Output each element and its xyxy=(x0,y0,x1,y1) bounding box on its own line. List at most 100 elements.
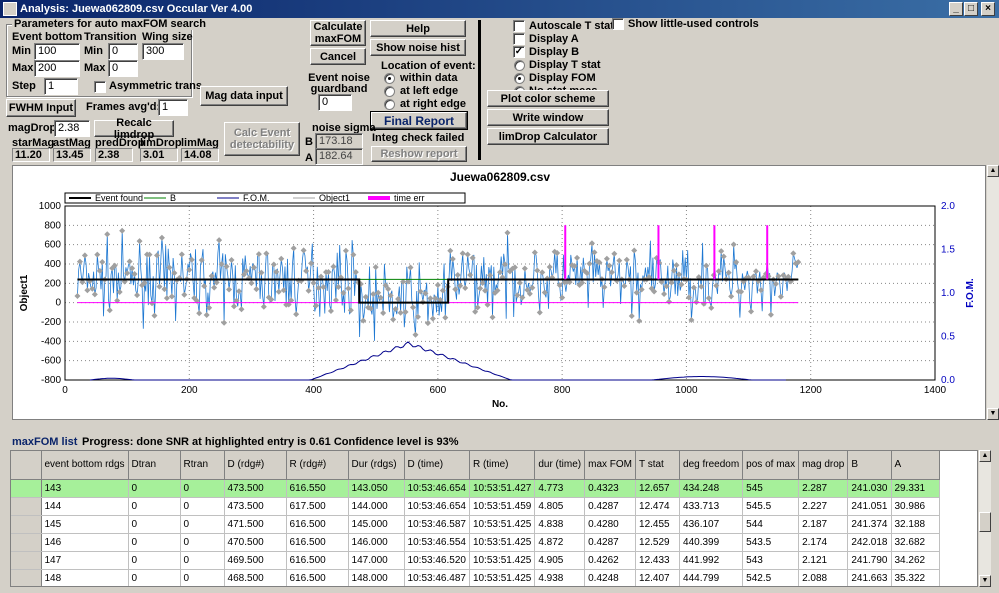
step-label: Step xyxy=(12,80,36,92)
table-cell: 241.790 xyxy=(847,551,892,570)
table-cell: 35.322 xyxy=(891,569,940,586)
column-header[interactable]: deg freedom xyxy=(679,451,744,480)
table-row[interactable]: 145 0 0 471.500 616.500 145.000 10:53:46.587 10… xyxy=(11,515,940,534)
object1-point xyxy=(402,309,409,316)
step-input[interactable]: 1 xyxy=(44,78,78,95)
column-header[interactable]: R (rdg#) xyxy=(286,451,349,480)
row-header[interactable] xyxy=(11,515,42,534)
object1-point xyxy=(718,248,725,255)
minimize-button[interactable]: _ xyxy=(949,2,963,16)
column-header[interactable]: D (time) xyxy=(404,451,470,480)
guardband-input[interactable]: 0 xyxy=(318,94,352,111)
column-header[interactable]: Rtran xyxy=(180,451,225,480)
object1-point xyxy=(367,305,374,312)
location-label: Location of event: xyxy=(381,60,476,72)
object1-point xyxy=(705,295,712,302)
table-cell: 146.000 xyxy=(348,533,405,552)
eb-min-label: Min xyxy=(12,45,31,57)
table-row[interactable]: 144 0 0 473.500 617.500 144.000 10:53:46.654 10… xyxy=(11,497,940,516)
table-row[interactable]: 147 0 0 469.500 616.500 147.000 10:53:46.520 10… xyxy=(11,551,940,570)
object1-point xyxy=(439,287,446,294)
display-tstat-radio[interactable] xyxy=(514,60,525,71)
table-row[interactable]: 146 0 0 470.500 616.500 146.000 10:53:46.554 10… xyxy=(11,533,940,552)
close-button[interactable]: × xyxy=(981,2,995,16)
final-report-button[interactable]: Final Report xyxy=(370,111,468,130)
scroll-up-icon[interactable]: ▲ xyxy=(987,165,999,177)
left-edge-radio[interactable] xyxy=(384,86,395,97)
column-header[interactable]: max FOM xyxy=(584,451,637,480)
table-cell: 468.500 xyxy=(224,569,287,586)
column-header[interactable]: dur (time) xyxy=(534,451,586,480)
fwhm-input-button[interactable]: FWHM Input xyxy=(6,99,76,117)
chart-scrollbar[interactable]: ▲ ▼ xyxy=(987,165,999,420)
display-fom-radio[interactable] xyxy=(514,73,525,84)
row-header[interactable] xyxy=(11,533,42,552)
object1-point xyxy=(96,267,103,274)
wing-size-input[interactable]: 300 xyxy=(142,43,184,60)
show-noise-hist-button[interactable]: Show noise hist xyxy=(370,39,466,56)
column-header[interactable]: R (time) xyxy=(469,451,536,480)
row-header[interactable] xyxy=(11,497,42,516)
object1-point xyxy=(245,275,252,282)
right-edge-radio[interactable] xyxy=(384,99,395,110)
asymmetric-trans-checkbox[interactable] xyxy=(94,81,106,93)
calculate-maxfom-button[interactable]: Calculate maxFOM xyxy=(310,20,366,46)
magdrop-input[interactable]: 2.38 xyxy=(54,120,90,137)
autoscale-tstat-checkbox[interactable] xyxy=(513,20,525,32)
object1-point xyxy=(114,297,121,304)
object1-point xyxy=(171,269,178,276)
display-a-checkbox[interactable] xyxy=(513,33,525,45)
column-header[interactable]: event bottom rdgs xyxy=(41,451,129,480)
cancel-button[interactable]: Cancel xyxy=(310,48,366,65)
within-data-radio[interactable] xyxy=(384,73,395,84)
column-header[interactable]: Dtran xyxy=(128,451,181,480)
column-header[interactable]: T stat xyxy=(635,451,681,480)
column-header[interactable]: Dur (rdgs) xyxy=(348,451,405,480)
table-cell: 144.000 xyxy=(348,497,405,516)
display-b-checkbox[interactable]: ✓ xyxy=(513,46,525,58)
stat-value: 14.08 xyxy=(181,148,219,162)
calc-event-detectability-button[interactable]: Calc Event detectability xyxy=(224,122,300,156)
mag-data-input-button[interactable]: Mag data input xyxy=(200,86,288,106)
table-row[interactable]: 143 0 0 473.500 616.550 143.050 10:53:46.654 10… xyxy=(11,479,940,498)
row-header[interactable] xyxy=(11,479,42,498)
table-cell: 0 xyxy=(128,515,181,534)
transition-min-input[interactable]: 0 xyxy=(108,43,138,60)
object1-point xyxy=(300,247,307,254)
object1-point xyxy=(325,268,332,275)
limdrop-calculator-button[interactable]: limDrop Calculator xyxy=(487,128,609,145)
table-scroll-up-icon[interactable]: ▲ xyxy=(979,450,991,462)
table-cell: 10:53:51.425 xyxy=(469,515,536,534)
object1-point xyxy=(248,280,255,287)
event-bottom-max-input[interactable]: 200 xyxy=(34,60,80,77)
object1-point xyxy=(474,304,481,311)
scroll-down-icon[interactable]: ▼ xyxy=(987,408,999,420)
maximize-button[interactable]: □ xyxy=(964,2,978,16)
transition-max-input[interactable]: 0 xyxy=(108,60,138,77)
object1-point xyxy=(591,249,598,256)
table-row[interactable]: 148 0 0 468.500 616.500 148.000 10:53:46.487 10… xyxy=(11,569,940,586)
column-header[interactable]: mag drop xyxy=(798,451,849,480)
table-scrollbar[interactable]: ▲ ▼ xyxy=(979,450,991,587)
event-bottom-min-input[interactable]: 100 xyxy=(34,43,80,60)
table-scroll-down-icon[interactable]: ▼ xyxy=(979,575,991,587)
object1-point xyxy=(330,263,337,270)
row-header[interactable] xyxy=(11,569,42,586)
row-header[interactable] xyxy=(11,551,42,570)
object1-point xyxy=(708,304,715,311)
column-header[interactable]: pos of max xyxy=(742,451,800,480)
plot-color-scheme-button[interactable]: Plot color scheme xyxy=(487,90,609,107)
object1-point xyxy=(666,298,673,305)
write-window-button[interactable]: Write window xyxy=(487,109,609,126)
table-cell: 10:53:46.654 xyxy=(404,479,470,498)
reshow-report-button[interactable]: Reshow report xyxy=(371,146,467,162)
frames-avgd-input[interactable]: 1 xyxy=(158,99,188,116)
column-header[interactable]: B xyxy=(847,451,892,480)
recalc-limdrop-button[interactable]: Recalc limdrop xyxy=(94,117,174,141)
column-header[interactable]: A xyxy=(891,451,940,480)
column-header[interactable]: D (rdg#) xyxy=(224,451,287,480)
object1-point xyxy=(76,258,83,265)
table-scroll-thumb[interactable] xyxy=(979,512,991,532)
help-button[interactable]: Help xyxy=(370,20,466,37)
show-little-used-checkbox[interactable] xyxy=(612,18,624,30)
